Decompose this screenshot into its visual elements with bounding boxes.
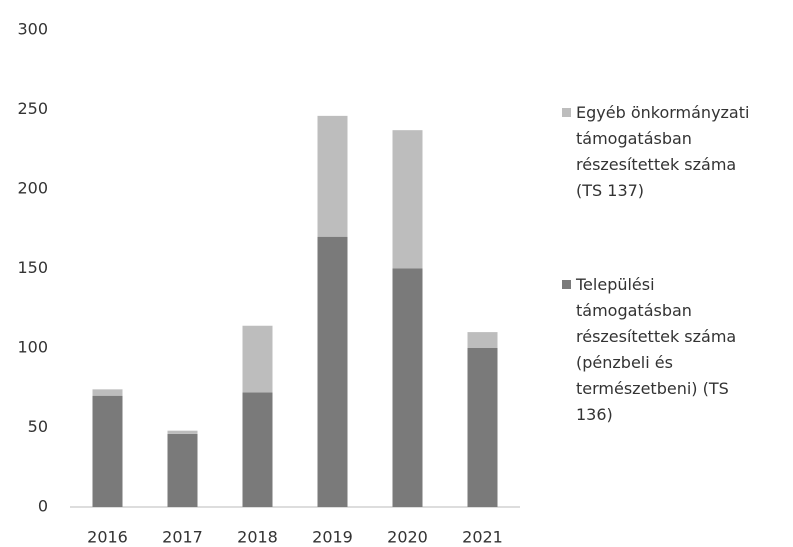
x-tick-label: 2017 [162, 528, 203, 547]
y-tick-label: 100 [17, 338, 48, 357]
bar-segment [242, 392, 273, 507]
legend: Egyéb önkormányzati támogatásban részesí… [562, 100, 762, 496]
bar-segment [317, 115, 348, 237]
x-tick-label: 2021 [462, 528, 503, 547]
legend-swatch [562, 280, 571, 289]
x-tick-label: 2018 [237, 528, 278, 547]
y-tick-label: 250 [17, 99, 48, 118]
x-tick-label: 2019 [312, 528, 353, 547]
y-tick-label: 150 [17, 258, 48, 277]
bar-segment [167, 430, 198, 434]
bar-segment [317, 236, 348, 507]
bar-segment [167, 433, 198, 507]
y-tick-label: 50 [28, 417, 48, 436]
bar-segment [392, 130, 423, 269]
bar-segment [92, 395, 123, 507]
bar-segment [392, 268, 423, 507]
bar-segment [467, 348, 498, 507]
legend-entry: Települési támogatásban részesítettek sz… [562, 272, 762, 428]
legend-entry: Egyéb önkormányzati támogatásban részesí… [562, 100, 762, 204]
y-tick-label: 0 [38, 497, 48, 516]
y-tick-label: 200 [17, 179, 48, 198]
legend-swatch [562, 108, 571, 117]
y-tick-label: 300 [17, 20, 48, 39]
x-tick-label: 2020 [387, 528, 428, 547]
bar-segment [242, 325, 273, 393]
legend-label: Egyéb önkormányzati támogatásban részesí… [576, 103, 750, 200]
bar-segment [467, 332, 498, 348]
x-tick-label: 2016 [87, 528, 128, 547]
legend-label: Települési támogatásban részesítettek sz… [576, 275, 737, 424]
bar-segment [92, 389, 123, 396]
